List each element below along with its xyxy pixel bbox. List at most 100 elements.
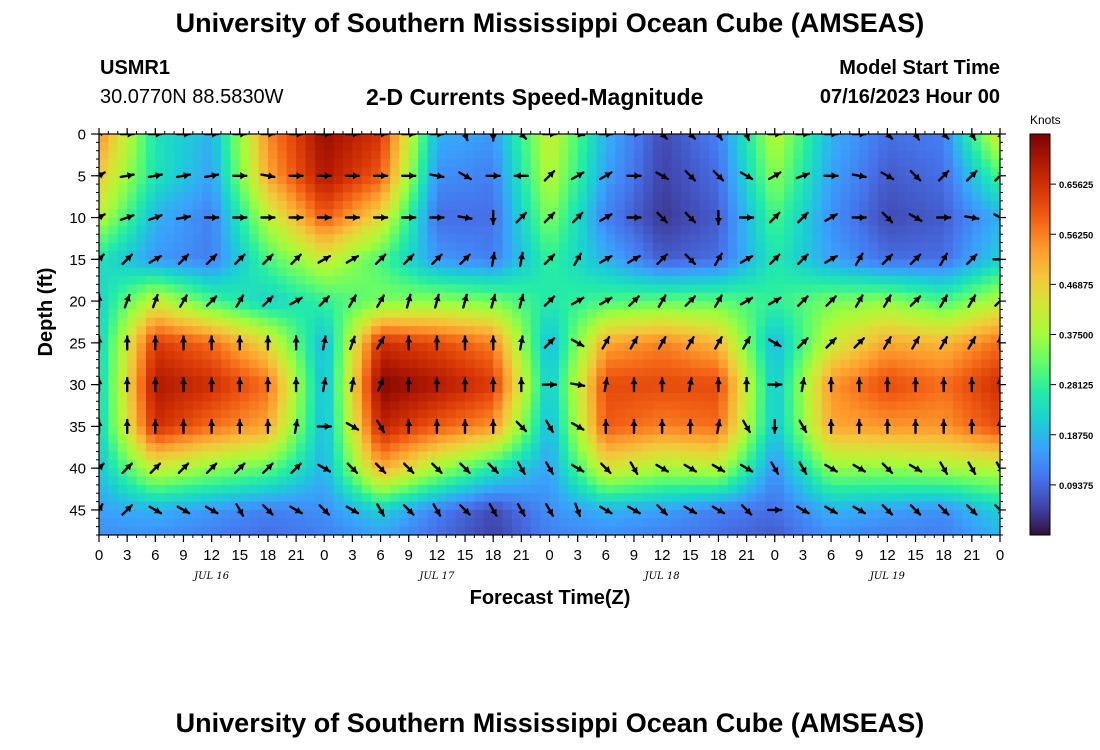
heat-cell	[877, 443, 888, 453]
heat-cell	[802, 459, 813, 469]
heat-cell	[145, 351, 156, 361]
heat-cell	[418, 267, 429, 277]
heat-cell	[211, 326, 222, 336]
heat-cell	[615, 501, 626, 511]
heat-cell	[934, 384, 945, 394]
heat-cell	[680, 451, 691, 461]
heat-cell	[530, 334, 541, 344]
heat-cell	[436, 200, 447, 210]
heat-cell	[943, 434, 954, 444]
heat-cell	[239, 292, 250, 302]
current-arrow	[345, 421, 360, 431]
heat-cell	[849, 484, 860, 494]
heat-cell	[230, 150, 241, 160]
current-arrow	[573, 252, 583, 267]
heat-cell	[924, 301, 935, 311]
heat-cell	[680, 426, 691, 436]
heat-cell	[145, 142, 156, 152]
heat-cell	[587, 409, 598, 419]
heat-cell	[643, 518, 654, 528]
heat-cell	[915, 501, 926, 511]
heat-cell	[530, 376, 541, 386]
heat-cell	[239, 134, 250, 143]
heat-cell	[605, 459, 616, 469]
heat-cell	[709, 434, 720, 444]
heat-cell	[953, 392, 964, 402]
heat-cell	[155, 476, 166, 486]
heat-cell	[896, 184, 907, 194]
heat-cell	[915, 301, 926, 311]
heat-cell	[765, 326, 776, 336]
heat-cell	[408, 418, 419, 427]
current-arrow	[376, 503, 385, 517]
heat-cell	[155, 209, 166, 219]
heat-cell	[164, 459, 175, 469]
current-arrow	[316, 213, 332, 222]
heat-cell	[774, 142, 785, 152]
heat-cell	[221, 418, 231, 427]
heat-cell	[296, 184, 307, 194]
heat-cell	[511, 267, 522, 277]
heat-cell	[577, 259, 588, 269]
heat-cell	[249, 518, 260, 528]
heat-cell	[202, 451, 213, 461]
heat-cell	[267, 501, 278, 511]
current-arrow	[767, 338, 782, 348]
heat-cell	[314, 493, 325, 503]
current-arrow	[515, 420, 528, 433]
heat-cell	[164, 200, 175, 210]
heat-cell	[746, 526, 757, 535]
heat-cell	[380, 426, 391, 436]
heat-cell	[192, 384, 203, 394]
heat-cell	[258, 342, 269, 352]
heat-cell	[746, 493, 757, 503]
heat-cell	[793, 359, 804, 369]
heat-cell	[502, 418, 513, 427]
heat-cell	[221, 392, 231, 402]
heat-cell	[465, 392, 476, 402]
current-arrow	[260, 134, 276, 138]
heat-cell	[202, 342, 213, 352]
heat-cell	[859, 384, 870, 394]
heat-cell	[99, 351, 109, 361]
heat-cell	[971, 367, 982, 377]
heat-cell	[286, 175, 297, 185]
heat-cell	[896, 267, 907, 277]
heat-cell	[934, 401, 945, 411]
heat-cell	[305, 342, 316, 352]
heat-cell	[483, 134, 494, 143]
heat-cell	[906, 484, 917, 494]
heat-cell	[671, 242, 682, 252]
heat-cell	[765, 451, 776, 461]
heat-cell	[455, 418, 466, 427]
heat-cell	[436, 159, 447, 169]
heat-cell	[840, 451, 851, 461]
heat-cell	[558, 443, 569, 453]
heat-cell	[117, 225, 128, 235]
heat-cell	[680, 359, 691, 369]
heat-cell	[108, 359, 119, 369]
heat-cell	[465, 518, 476, 528]
current-arrow	[598, 134, 614, 138]
heat-cell	[455, 284, 466, 294]
heat-cell	[774, 134, 785, 143]
heat-cell	[887, 192, 898, 202]
heat-cell	[286, 242, 297, 252]
heat-cell	[474, 493, 485, 503]
heat-cell	[530, 200, 541, 210]
heat-cell	[408, 359, 419, 369]
current-arrow	[714, 294, 723, 308]
heat-cell	[436, 451, 447, 461]
current-arrow	[119, 134, 135, 138]
heat-cell	[380, 301, 391, 311]
current-arrow	[344, 134, 361, 138]
heat-cell	[474, 443, 485, 453]
heat-cell	[511, 476, 522, 486]
heat-cell	[493, 292, 504, 302]
heat-cell	[840, 309, 851, 319]
heat-cell	[877, 134, 888, 143]
current-arrow	[459, 504, 471, 516]
heat-cell	[924, 150, 935, 160]
heat-cell	[596, 301, 607, 311]
heat-cell	[286, 443, 297, 453]
